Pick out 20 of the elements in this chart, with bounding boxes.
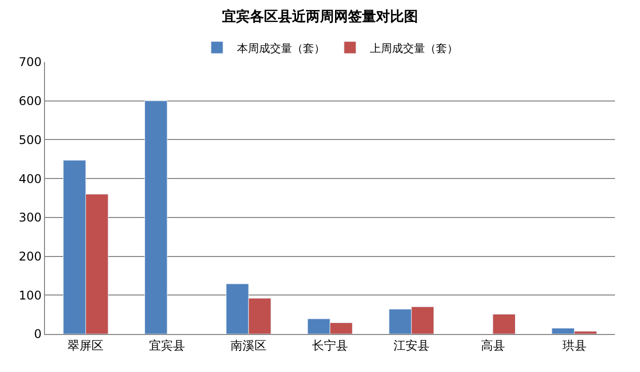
- y-tick-label: 600: [18, 94, 42, 108]
- x-tick-label: 高县: [480, 338, 505, 352]
- y-tick-label: 500: [18, 132, 42, 147]
- x-tick-label: 宜宾县: [149, 338, 186, 352]
- x-tick-label: 江安县: [393, 338, 430, 352]
- y-tick-label: 700: [18, 55, 42, 70]
- chart-title: 宜宾各区县近两周网签量对比图: [222, 8, 418, 25]
- legend-label: 上周成交量（套）: [370, 42, 458, 55]
- bar: [492, 314, 516, 334]
- y-tick-label: 200: [18, 249, 42, 264]
- x-tick-label: 南溪区: [230, 338, 267, 352]
- y-tick-label: 300: [18, 210, 42, 225]
- y-tick-label: 400: [18, 172, 42, 186]
- y-tick-label: 0: [34, 327, 42, 342]
- x-tick-label: 翠屏区: [68, 338, 104, 352]
- x-tick-label: 珙县: [562, 338, 586, 352]
- legend-label: 本周成交量（套）: [237, 42, 325, 55]
- bar: [144, 100, 168, 334]
- x-tick-label: 长宁县: [312, 338, 348, 352]
- y-tick-label: 100: [18, 288, 42, 302]
